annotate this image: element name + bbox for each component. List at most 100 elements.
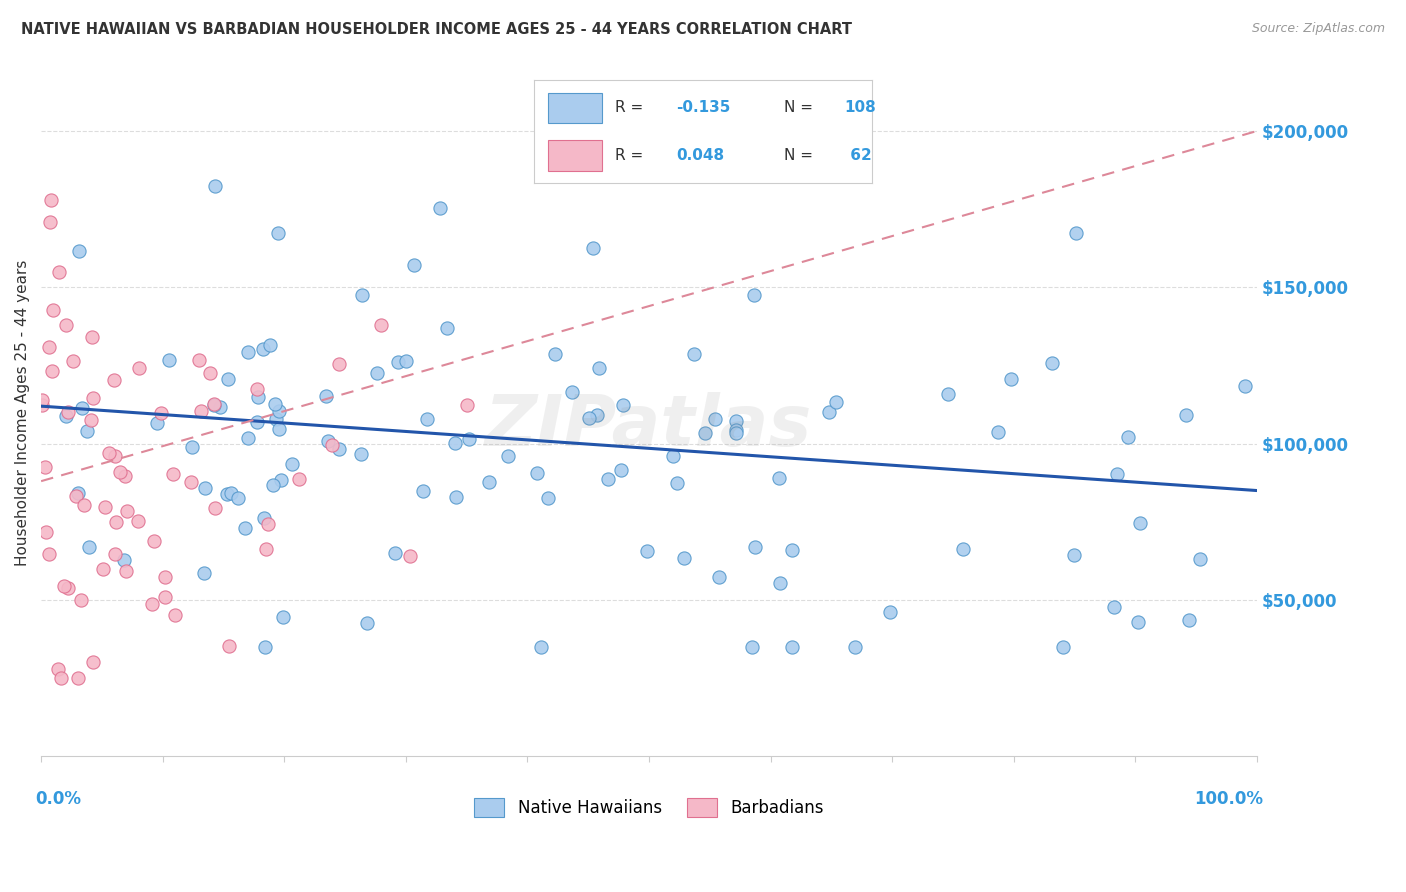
Point: [270, 473, 292, 487]
Text: R =: R =: [616, 101, 648, 115]
Bar: [548, 93, 602, 123]
Bar: [548, 140, 602, 170]
Point: [704, 412, 727, 426]
Point: [257, 516, 280, 531]
Point: [264, 411, 287, 425]
Legend: Native Hawaiians, Barbadians: Native Hawaiians, Barbadians: [468, 791, 831, 823]
Point: [253, 510, 276, 524]
Point: [112, 553, 135, 567]
Point: [108, 466, 131, 480]
Point: [741, 640, 763, 654]
Point: [936, 387, 959, 401]
Text: N =: N =: [785, 101, 818, 115]
Point: [987, 425, 1010, 440]
Point: [264, 397, 287, 411]
Point: [328, 442, 350, 457]
Point: [825, 394, 848, 409]
Point: [1116, 430, 1139, 444]
Point: [395, 354, 418, 368]
Point: [193, 566, 215, 581]
Point: [188, 353, 211, 368]
Point: [259, 337, 281, 351]
Point: [707, 570, 730, 584]
Point: [127, 514, 149, 528]
Point: [233, 521, 256, 535]
Point: [39, 215, 62, 229]
Point: [65, 489, 87, 503]
Point: [444, 491, 467, 505]
Point: [128, 360, 150, 375]
Point: [98, 446, 121, 460]
Point: [246, 415, 269, 429]
Point: [245, 382, 267, 396]
Point: [165, 608, 187, 623]
Point: [724, 425, 747, 440]
Point: [1064, 227, 1087, 241]
Point: [1128, 615, 1150, 629]
Point: [94, 500, 117, 514]
Point: [370, 318, 392, 332]
Point: [246, 391, 269, 405]
Point: [67, 671, 90, 685]
Point: [190, 404, 212, 418]
Point: [146, 416, 169, 430]
Point: [104, 547, 127, 561]
Point: [610, 463, 633, 477]
Point: [1063, 549, 1085, 563]
Point: [273, 610, 295, 624]
Point: [1178, 613, 1201, 627]
Point: [218, 372, 240, 386]
Point: [76, 424, 98, 438]
Point: [366, 366, 388, 380]
Point: [198, 367, 221, 381]
Point: [780, 640, 803, 654]
Point: [62, 354, 84, 368]
Point: [543, 347, 565, 361]
Point: [256, 542, 278, 557]
Point: [879, 605, 901, 619]
Point: [82, 391, 104, 405]
Text: 0.0%: 0.0%: [35, 790, 82, 808]
Text: 108: 108: [845, 101, 876, 115]
Point: [55, 318, 77, 333]
Point: [526, 467, 548, 481]
Point: [72, 499, 94, 513]
Point: [780, 543, 803, 558]
Point: [143, 534, 166, 549]
Point: [612, 398, 634, 412]
Point: [218, 639, 240, 653]
Point: [498, 449, 520, 463]
Point: [636, 544, 658, 558]
Point: [55, 409, 77, 424]
Point: [404, 258, 426, 272]
Point: [46, 662, 69, 676]
Point: [444, 436, 467, 450]
Point: [768, 471, 790, 485]
Point: [53, 579, 76, 593]
Point: [352, 288, 374, 302]
Point: [42, 303, 65, 318]
Point: [252, 343, 274, 357]
Text: -0.135: -0.135: [676, 101, 730, 115]
Point: [387, 354, 409, 368]
Point: [80, 413, 103, 427]
Point: [742, 288, 765, 302]
Point: [31, 398, 53, 412]
Point: [1000, 372, 1022, 386]
Point: [356, 616, 378, 631]
Point: [952, 542, 974, 557]
Point: [204, 179, 226, 194]
Point: [82, 330, 104, 344]
Point: [844, 640, 866, 654]
Point: [38, 547, 60, 561]
Point: [416, 412, 439, 426]
Point: [478, 475, 501, 490]
Point: [70, 401, 93, 415]
Point: [586, 409, 609, 423]
Point: [724, 414, 747, 428]
Point: [39, 193, 62, 207]
Point: [91, 561, 114, 575]
Point: [236, 344, 259, 359]
Point: [288, 472, 311, 486]
Point: [1052, 640, 1074, 654]
